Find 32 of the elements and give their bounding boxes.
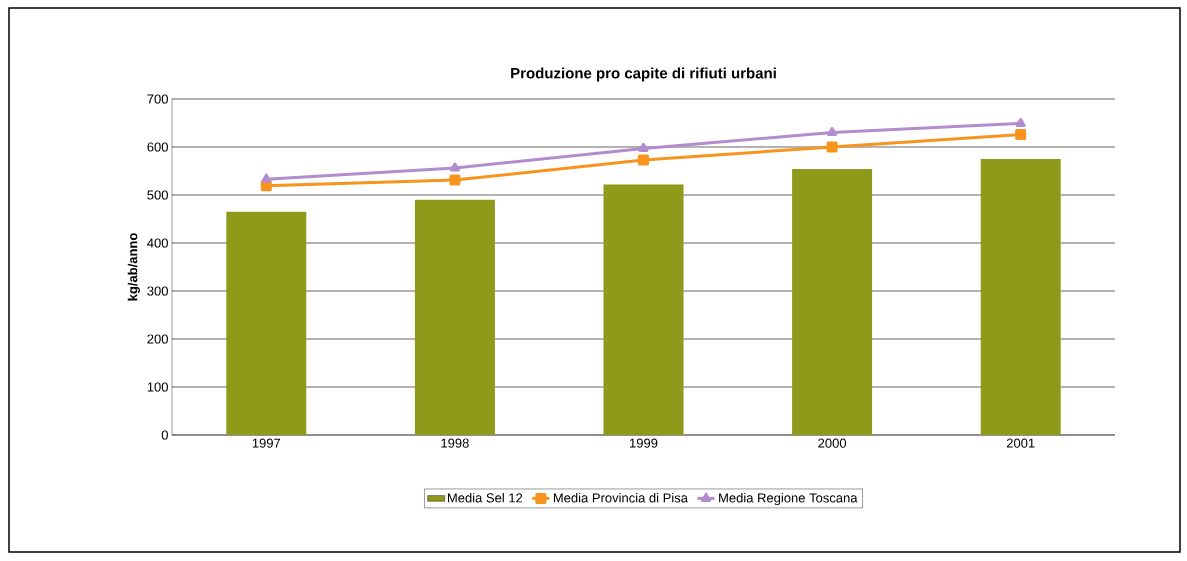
point — [827, 127, 838, 137]
y-tick-label: 100 — [147, 382, 168, 392]
y-tick-label: 200 — [147, 334, 168, 344]
y-tick-label: 600 — [147, 142, 168, 152]
point — [1015, 129, 1027, 141]
y-axis-title: kg/ab/anno — [127, 233, 140, 301]
point — [449, 174, 461, 186]
x-tick-label: 1998 — [441, 438, 469, 448]
point — [261, 173, 272, 183]
x-tick-label: 2001 — [1006, 438, 1035, 448]
bar — [980, 158, 1061, 435]
x-tick-label: 1999 — [630, 438, 658, 448]
legend-label: Media Regione Toscana — [719, 492, 858, 506]
bar — [603, 184, 684, 435]
legend-label: Media Sel 12 — [447, 492, 523, 503]
y-tick-label: 400 — [147, 238, 168, 248]
bar — [792, 169, 873, 435]
y-tick-label: 300 — [147, 286, 168, 296]
y-tick-label: 500 — [147, 190, 168, 200]
x-tick-label: 2000 — [818, 438, 847, 448]
point — [449, 162, 460, 172]
bar — [414, 199, 495, 435]
y-tick-label: 0 — [161, 430, 168, 440]
point — [638, 142, 649, 152]
point — [638, 154, 649, 166]
point — [1015, 117, 1026, 127]
x-tick-label: 1997 — [252, 438, 281, 448]
bar — [226, 211, 307, 435]
chart-title: Produzione pro capite di rifiuti urbani — [511, 67, 776, 82]
y-tick-label: 700 — [147, 94, 168, 104]
point — [826, 141, 838, 153]
legend-label: Media Provincia di Pisa — [553, 492, 688, 503]
